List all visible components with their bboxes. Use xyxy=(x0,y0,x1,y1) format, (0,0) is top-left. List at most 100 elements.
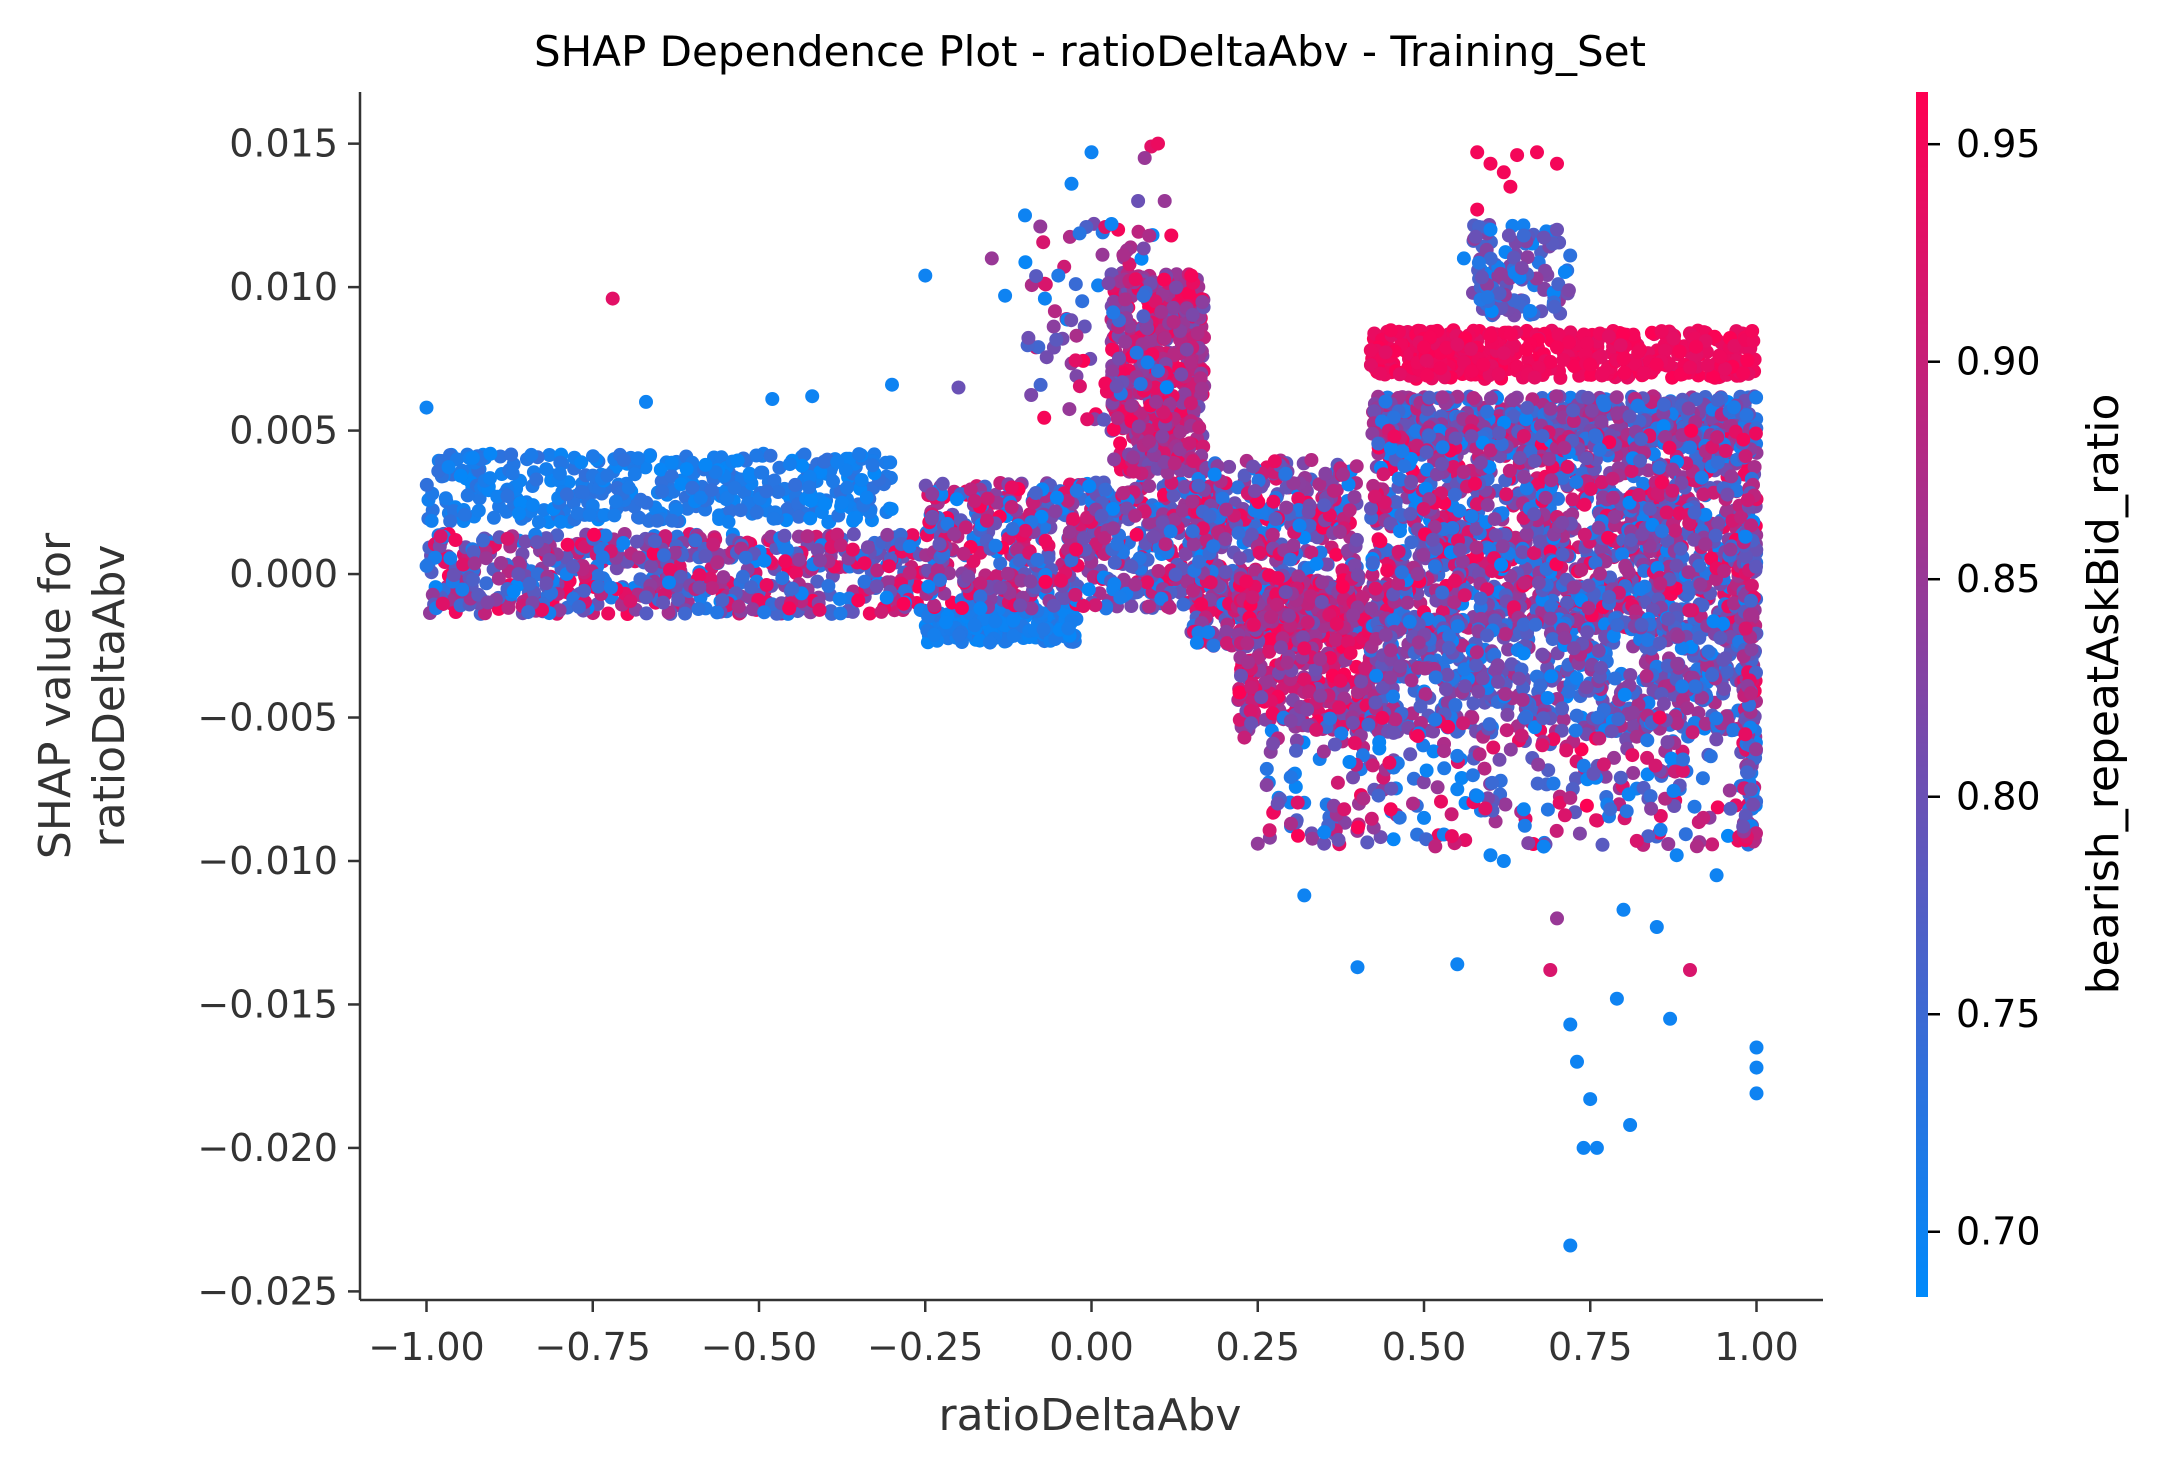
scatter-point xyxy=(1264,610,1278,624)
scatter-point xyxy=(1166,488,1181,503)
scatter-point xyxy=(1136,309,1151,324)
scatter-point xyxy=(1105,364,1120,379)
scatter-point xyxy=(1173,585,1188,600)
scatter-point xyxy=(1062,525,1077,540)
scatter-point xyxy=(542,448,557,462)
scatter-point xyxy=(1186,454,1201,469)
scatter-point xyxy=(813,553,827,568)
scatter-point xyxy=(791,509,806,524)
scatter-point xyxy=(1062,402,1077,417)
scatter-point xyxy=(1279,500,1294,515)
scatter-point xyxy=(1140,575,1155,590)
scatter-point xyxy=(1154,591,1169,606)
scatter-point xyxy=(1301,505,1316,519)
scatter-point xyxy=(506,584,521,599)
scatter-point xyxy=(817,454,831,469)
scatter-point xyxy=(1169,267,1184,282)
scatter-point xyxy=(650,513,665,528)
scatter-point xyxy=(1622,409,1637,424)
scatter-point xyxy=(550,528,565,543)
scatter-point xyxy=(1207,467,1222,482)
scatter-point xyxy=(1183,396,1198,411)
scatter-point xyxy=(840,480,854,495)
scatter-point xyxy=(616,536,631,550)
scatter-point xyxy=(1666,331,1681,346)
scatter-point xyxy=(688,533,703,548)
scatter-point xyxy=(708,465,723,480)
scatter-point xyxy=(1048,504,1063,519)
scatter-point xyxy=(646,546,661,561)
scatter-point xyxy=(1077,319,1092,334)
scatter-point xyxy=(1581,390,1596,405)
scatter-point xyxy=(1169,280,1184,295)
scatter-point xyxy=(1005,521,1020,536)
scatter-points xyxy=(419,136,1764,1253)
scatter-point xyxy=(1267,454,1282,469)
scatter-point xyxy=(608,494,623,509)
scatter-point xyxy=(591,579,606,594)
scatter-point xyxy=(1302,518,1317,533)
scatter-point xyxy=(1128,577,1143,592)
scatter-point xyxy=(539,462,554,477)
scatter-point xyxy=(479,551,493,566)
scatter-point xyxy=(438,491,453,506)
scatter-point xyxy=(435,596,450,611)
scatter-point xyxy=(1689,339,1704,354)
scatter-point xyxy=(1107,452,1122,467)
scatter-point xyxy=(1349,532,1364,547)
scatter-point xyxy=(531,515,546,530)
scatter-point xyxy=(1202,509,1217,524)
scatter-point xyxy=(1156,405,1171,420)
scatter-point xyxy=(778,554,793,569)
scatter-point xyxy=(1047,304,1062,319)
scatter-point xyxy=(1503,327,1518,342)
scatter-point xyxy=(525,498,540,513)
scatter-point xyxy=(721,514,736,529)
scatter-point xyxy=(1332,700,1347,715)
scatter-point xyxy=(1072,379,1087,394)
scatter-point xyxy=(921,579,936,594)
scatter-point xyxy=(1133,377,1148,391)
scatter-point xyxy=(1106,305,1121,320)
scatter-point xyxy=(1342,503,1357,518)
scatter-point xyxy=(1142,515,1157,530)
scatter-point xyxy=(1166,300,1181,315)
scatter-point xyxy=(1038,574,1053,589)
scatter-point xyxy=(486,510,501,525)
scatter-point xyxy=(692,580,707,595)
scatter-point xyxy=(939,615,953,630)
scatter-point xyxy=(1378,345,1393,360)
scatter-point xyxy=(1021,330,1036,345)
scatter-point xyxy=(647,534,662,549)
scatter-point xyxy=(1182,436,1197,451)
scatter-point xyxy=(1194,381,1209,396)
scatter-point xyxy=(570,506,585,521)
scatter-point xyxy=(1146,529,1161,544)
scatter-point xyxy=(490,489,505,504)
scatter-point xyxy=(884,502,899,517)
scatter-point xyxy=(1300,702,1315,717)
scatter-point xyxy=(738,550,753,565)
scatter-point xyxy=(1118,292,1133,307)
scatter-point xyxy=(1054,573,1068,588)
scatter-point xyxy=(1129,345,1144,360)
scatter-point xyxy=(600,468,615,483)
scatter-point xyxy=(833,538,848,553)
scatter-point xyxy=(979,513,994,528)
scatter-point xyxy=(667,545,682,560)
scatter-point xyxy=(961,569,976,584)
scatter-point xyxy=(1185,524,1200,539)
scatter-point xyxy=(1278,466,1293,481)
scatter-point xyxy=(1700,358,1715,373)
scatter-point xyxy=(633,492,648,507)
scatter-point xyxy=(639,590,653,605)
scatter-point xyxy=(803,511,818,526)
scatter-point xyxy=(967,494,982,508)
scatter-point xyxy=(629,534,644,549)
scatter-point xyxy=(788,477,803,492)
scatter-point xyxy=(1178,547,1193,562)
scatter-point xyxy=(621,480,636,495)
scatter-point xyxy=(655,484,670,499)
scatter-point xyxy=(1142,434,1157,449)
